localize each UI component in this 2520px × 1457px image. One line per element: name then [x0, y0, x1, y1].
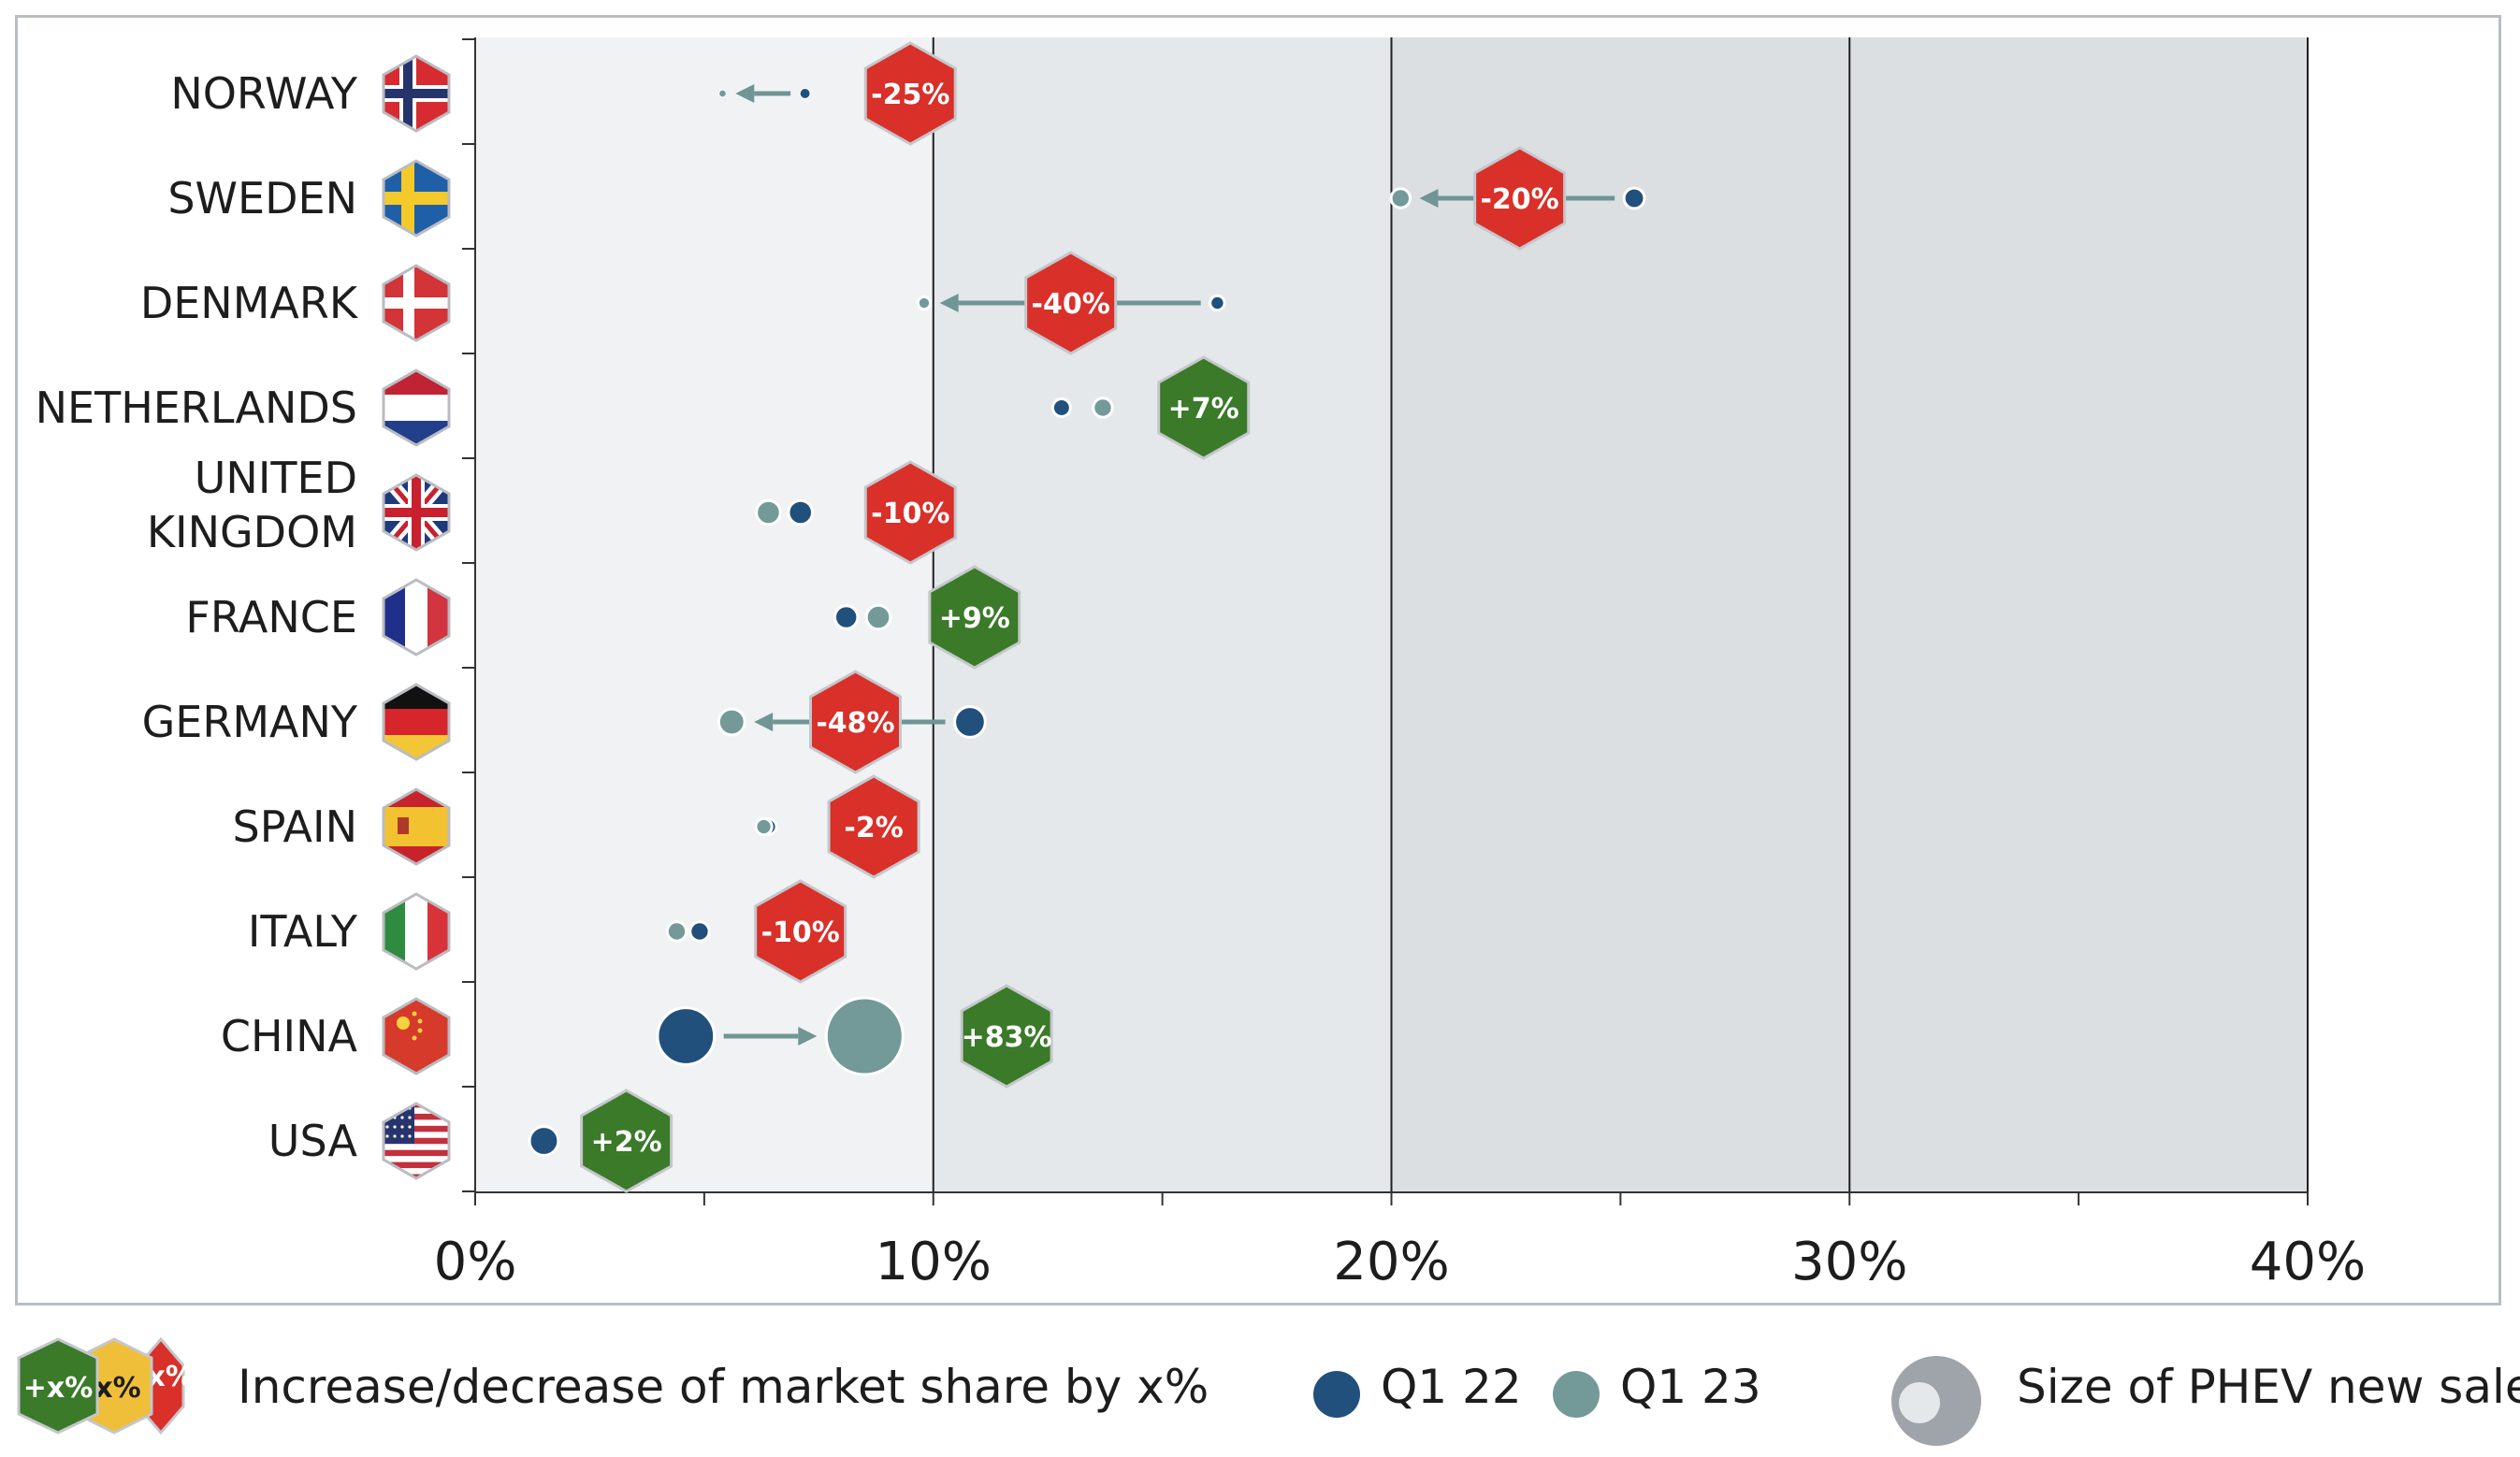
- change-badge-label: -2%: [844, 812, 903, 844]
- q1-23-point: [824, 996, 905, 1076]
- change-badge-shape: [863, 41, 957, 146]
- x-tick-label: 10%: [876, 1232, 992, 1292]
- change-badge: -20%: [1473, 146, 1567, 251]
- change-badge: -2%: [827, 774, 920, 879]
- change-badge-label: -48%: [816, 707, 894, 740]
- q1-22-point: [656, 1006, 717, 1066]
- q1-22-point: [528, 1125, 560, 1157]
- x-tick-label: 20%: [1333, 1232, 1449, 1292]
- change-badge-label: -10%: [761, 916, 840, 949]
- q1-23-point: [717, 707, 746, 737]
- legend-q1-22-label: Q1 22: [1381, 1360, 1522, 1414]
- q1-23-point: [1389, 187, 1412, 209]
- country-label: NORWAY: [170, 68, 358, 119]
- country-label: FRANCE: [185, 592, 357, 642]
- change-badge: +83%: [960, 984, 1053, 1089]
- chart-svg: 0% 10% 20% 30% 40% NORWAY -25% SWEDEN -20% DENMAR…: [36, 37, 2366, 1292]
- change-badge-shape: [1473, 146, 1567, 251]
- country-label: SWEDEN: [167, 173, 357, 224]
- change-badge-shape: [754, 879, 847, 984]
- change-badge: -40%: [1024, 251, 1118, 355]
- change-badge-shape: [580, 1089, 673, 1193]
- country-row-denmark: DENMARK -40%: [140, 251, 1226, 355]
- change-arrow-head: [735, 84, 755, 103]
- change-badge-shape: [827, 774, 920, 879]
- change-badge-label: -20%: [1480, 183, 1558, 216]
- change-badge-label: +2%: [591, 1126, 662, 1159]
- change-badge: -25%: [863, 41, 957, 146]
- legend-badge-neutral-label: x%: [94, 1372, 140, 1405]
- country-label: ITALY: [248, 906, 358, 957]
- legend: -x% x% +x% Increase/decrease of market s…: [0, 1309, 2520, 1457]
- change-badge-shape: [928, 565, 1021, 670]
- change-arrow-head: [798, 1027, 818, 1046]
- q1-23-point: [718, 89, 727, 98]
- change-badge-shape: [1024, 251, 1118, 355]
- change-badge-label: +83%: [962, 1021, 1052, 1054]
- x-tick-label: 0%: [434, 1232, 517, 1292]
- country-row-sweden: SWEDEN -20%: [167, 146, 1646, 251]
- change-badge: -48%: [808, 670, 902, 774]
- country-label: KINGDOM: [147, 507, 357, 557]
- country-label: GERMANY: [142, 697, 358, 747]
- change-badge-shape: [1157, 355, 1251, 460]
- change-badge: +7%: [1157, 355, 1251, 460]
- change-arrow-head: [1419, 189, 1439, 208]
- legend-size-small-dot: [1899, 1382, 1940, 1423]
- legend-q1-22-dot: [1313, 1371, 1360, 1418]
- legend-badge-samples: -x% x% +x%: [17, 1336, 194, 1435]
- legend-size-label: Size of PHEV new sales: [2017, 1360, 2520, 1414]
- q1-23-point: [665, 920, 688, 943]
- q1-23-point: [916, 295, 933, 311]
- change-badge-label: +7%: [1168, 393, 1239, 426]
- change-badge-label: -10%: [871, 498, 949, 530]
- q1-22-point: [953, 705, 987, 739]
- country-row-netherlands: NETHERLANDS +7%: [36, 355, 1251, 460]
- country-row-spain: SPAIN -2%: [233, 774, 920, 879]
- country-label: NETHERLANDS: [36, 382, 357, 433]
- q1-23-point: [1092, 397, 1114, 419]
- change-arrow-head: [754, 713, 774, 731]
- change-badge-shape: [863, 460, 957, 565]
- change-badge: -10%: [863, 460, 957, 565]
- q1-23-point: [864, 603, 892, 631]
- q1-23-point: [755, 498, 782, 527]
- change-badge: +2%: [580, 1089, 673, 1193]
- change-badge-label: -25%: [871, 79, 949, 111]
- change-badge-shape: [960, 984, 1053, 1089]
- change-badge-label: -40%: [1032, 288, 1110, 321]
- legend-badge-increase-label: +x%: [23, 1372, 94, 1405]
- change-badge-shape: [808, 670, 902, 774]
- change-badge: +9%: [928, 565, 1021, 670]
- q1-22-point: [688, 920, 711, 943]
- country-row-usa: USA +2%: [268, 1089, 673, 1193]
- country-label: CHINA: [221, 1011, 358, 1061]
- country-label: SPAIN: [233, 801, 357, 852]
- country-label: DENMARK: [140, 278, 359, 328]
- country-row-germany: GERMANY -48%: [142, 670, 987, 774]
- q1-22-point: [1209, 294, 1226, 312]
- legend-q1-23-label: Q1 23: [1620, 1360, 1761, 1414]
- q1-22-point: [799, 88, 811, 99]
- q1-23-point: [754, 816, 774, 837]
- q1-22-point: [833, 604, 860, 630]
- country-row-norway: NORWAY -25%: [170, 41, 957, 146]
- q1-22-point: [1622, 186, 1646, 210]
- country-label: USA: [268, 1116, 358, 1166]
- change-badge-label: +9%: [939, 602, 1010, 635]
- country-row-italy: ITALY -10%: [248, 879, 847, 984]
- x-tick-label: 30%: [1791, 1232, 1907, 1292]
- legend-q1-23-dot: [1553, 1371, 1600, 1418]
- q1-22-point: [1050, 397, 1072, 418]
- country-row-france: FRANCE +9%: [185, 565, 1021, 670]
- change-arrow-head: [939, 294, 959, 312]
- change-badge: -10%: [754, 879, 847, 984]
- country-label: UNITED: [195, 453, 357, 503]
- q1-22-point: [787, 498, 815, 527]
- legend-badge-text: Increase/decrease of market share by x%: [238, 1360, 1209, 1414]
- x-tick-label: 40%: [2250, 1232, 2366, 1292]
- country-row-china: CHINA +83%: [221, 984, 1053, 1089]
- legend-badge-increase: +x%: [17, 1337, 99, 1435]
